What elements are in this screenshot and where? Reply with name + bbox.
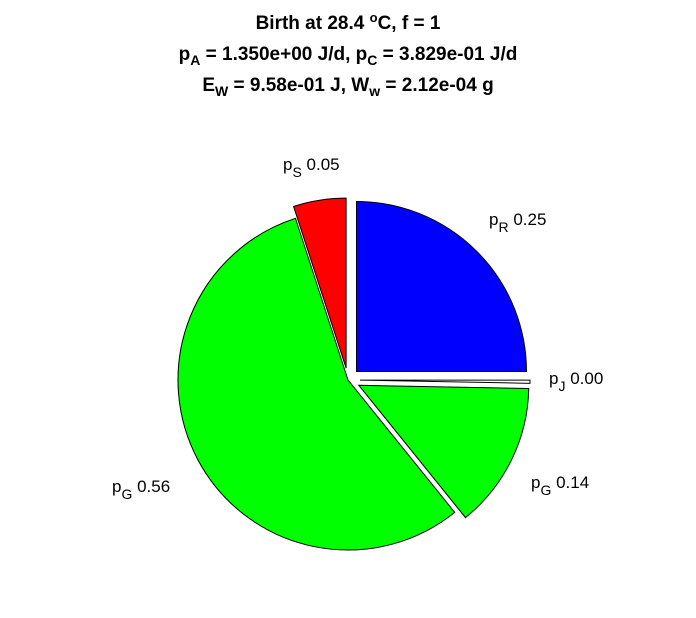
EW-symbol: E [202,75,215,96]
title-line-3: EW = 9.58e-01 J, Ww = 2.12e-04 g [0,70,696,101]
slice-label-pG-0.14: pG 0.14 [531,473,589,498]
slice-label-pR-0.25: pR 0.25 [489,210,546,235]
pC-symbol: p [355,44,368,65]
Ww-subscript: w [369,83,381,99]
pC-value: = 3.829e-01 J/d [377,44,518,65]
slice-label-pJ-0.00: pJ 0.00 [549,369,603,394]
pie-slice-pG-0.56 [177,217,456,551]
Ww-value: = 2.12e-04 g [380,75,494,96]
Ww-symbol: W [351,75,370,96]
slice-label-pG-0.56: pG 0.56 [112,477,170,502]
pA-value: = 1.350e+00 J/d, [200,44,356,65]
pie-slice-pJ-0.00 [359,379,531,384]
pie-slice-pR-0.25 [355,201,527,373]
pA-subscript: A [190,52,201,68]
pie-slice-pS-0.05 [292,197,347,369]
pA-symbol: p [178,44,191,65]
pC-subscript: C [367,52,378,68]
pie-slice-pG-0.14 [357,384,530,519]
slice-label-pS-0.05: pS 0.05 [283,155,340,180]
chart-title: Birth at 28.4 oC, f = 1 pA = 1.350e+00 J… [0,8,696,101]
title-line-1: Birth at 28.4 oC, f = 1 [0,8,696,39]
degree-symbol: o [369,10,378,25]
title-line-2: pA = 1.350e+00 J/d, pC = 3.829e-01 J/d [0,39,696,70]
EW-subscript: W [215,83,229,99]
EW-value: = 9.58e-01 J, [228,75,352,96]
pie-slices [177,197,531,551]
pie-labels: pR 0.25 pJ 0.00 pG 0.14 pG 0.56 pS 0.05 [112,155,603,502]
title-line-1-text: Birth at 28.4 [255,13,370,34]
title-line-1-suffix: C, f = 1 [377,13,441,34]
